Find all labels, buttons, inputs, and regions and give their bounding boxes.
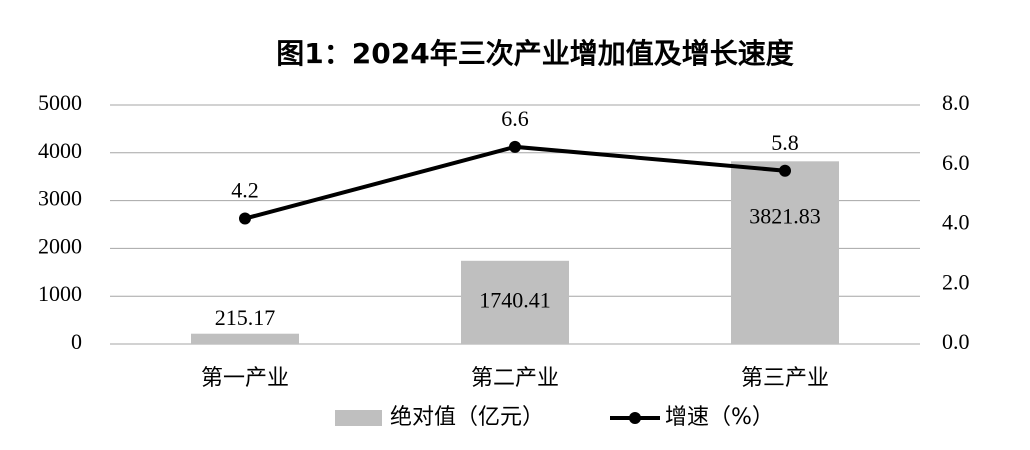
y-tick-label: 2000 xyxy=(38,233,82,258)
y-tick-label: 3000 xyxy=(38,186,82,211)
y2-tick-label: 6.0 xyxy=(942,150,970,175)
line-value-label: 6.6 xyxy=(501,106,529,131)
y-tick-label: 4000 xyxy=(38,138,82,163)
legend-swatch xyxy=(335,410,382,426)
y2-tick-label: 4.0 xyxy=(942,210,970,235)
line-point xyxy=(239,212,251,225)
y-tick-label: 0 xyxy=(71,329,82,354)
chart-title: 图1：2024年三次产业增加值及增长速度 xyxy=(276,37,793,70)
x-tick-label: 第三产业 xyxy=(741,366,829,391)
y-tick-label: 5000 xyxy=(38,90,82,115)
bar-value-label: 1740.41 xyxy=(479,287,551,312)
line xyxy=(244,144,786,221)
bar-value-label: 215.17 xyxy=(215,305,276,330)
bar xyxy=(191,333,299,344)
x-tick-label: 第二产业 xyxy=(471,366,559,391)
bar xyxy=(461,260,569,344)
line-value-label: 5.8 xyxy=(771,130,799,155)
x-tick-label: 第一产业 xyxy=(201,366,289,391)
bar xyxy=(731,161,839,344)
line-point xyxy=(509,140,521,153)
legend-label: 绝对值（亿元） xyxy=(390,405,544,430)
line-point xyxy=(779,164,791,177)
legend-label: 增速（%） xyxy=(665,405,774,430)
bar-value-label: 3821.83 xyxy=(749,203,821,228)
y-tick-label: 1000 xyxy=(38,281,82,306)
y2-tick-label: 8.0 xyxy=(942,90,970,115)
legend-swatch xyxy=(629,412,641,424)
y2-tick-label: 2.0 xyxy=(942,269,970,294)
y2-tick-label: 0.0 xyxy=(942,329,970,354)
line-value-label: 4.2 xyxy=(231,178,259,203)
